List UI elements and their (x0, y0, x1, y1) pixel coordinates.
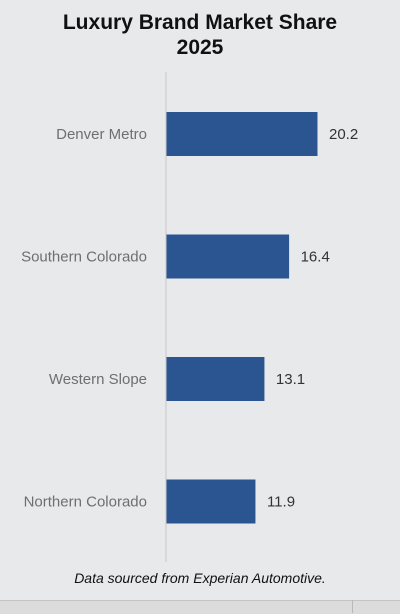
chart-title-line2: 2025 (176, 36, 224, 59)
bar-chart: Denver Metro 20.2 Southern Colorado 16.4 Wes… (21, 72, 358, 562)
category-label: Western Slope (49, 371, 147, 388)
bar-northern-colorado (166, 479, 256, 524)
bottom-bar-divider (352, 600, 353, 613)
value-label: 13.1 (276, 371, 305, 388)
value-label: 16.4 (301, 249, 330, 266)
bar-western-slope (166, 357, 265, 401)
value-label: 11.9 (267, 494, 295, 511)
chart-title-line1: Luxury Brand Market Share (62, 11, 338, 34)
category-label: Denver Metro (56, 126, 147, 143)
category-label: Southern Colorado (21, 249, 147, 266)
bar-southern-colorado (166, 234, 290, 279)
bar-denver-metro (166, 112, 318, 156)
category-label: Northern Colorado (24, 494, 147, 511)
footnote: Data sourced from Experian Automotive. (74, 570, 326, 586)
bottom-bar (0, 600, 400, 614)
value-label: 20.2 (329, 126, 358, 143)
chart-title: Luxury Brand Market Share 2025 (0, 10, 400, 60)
